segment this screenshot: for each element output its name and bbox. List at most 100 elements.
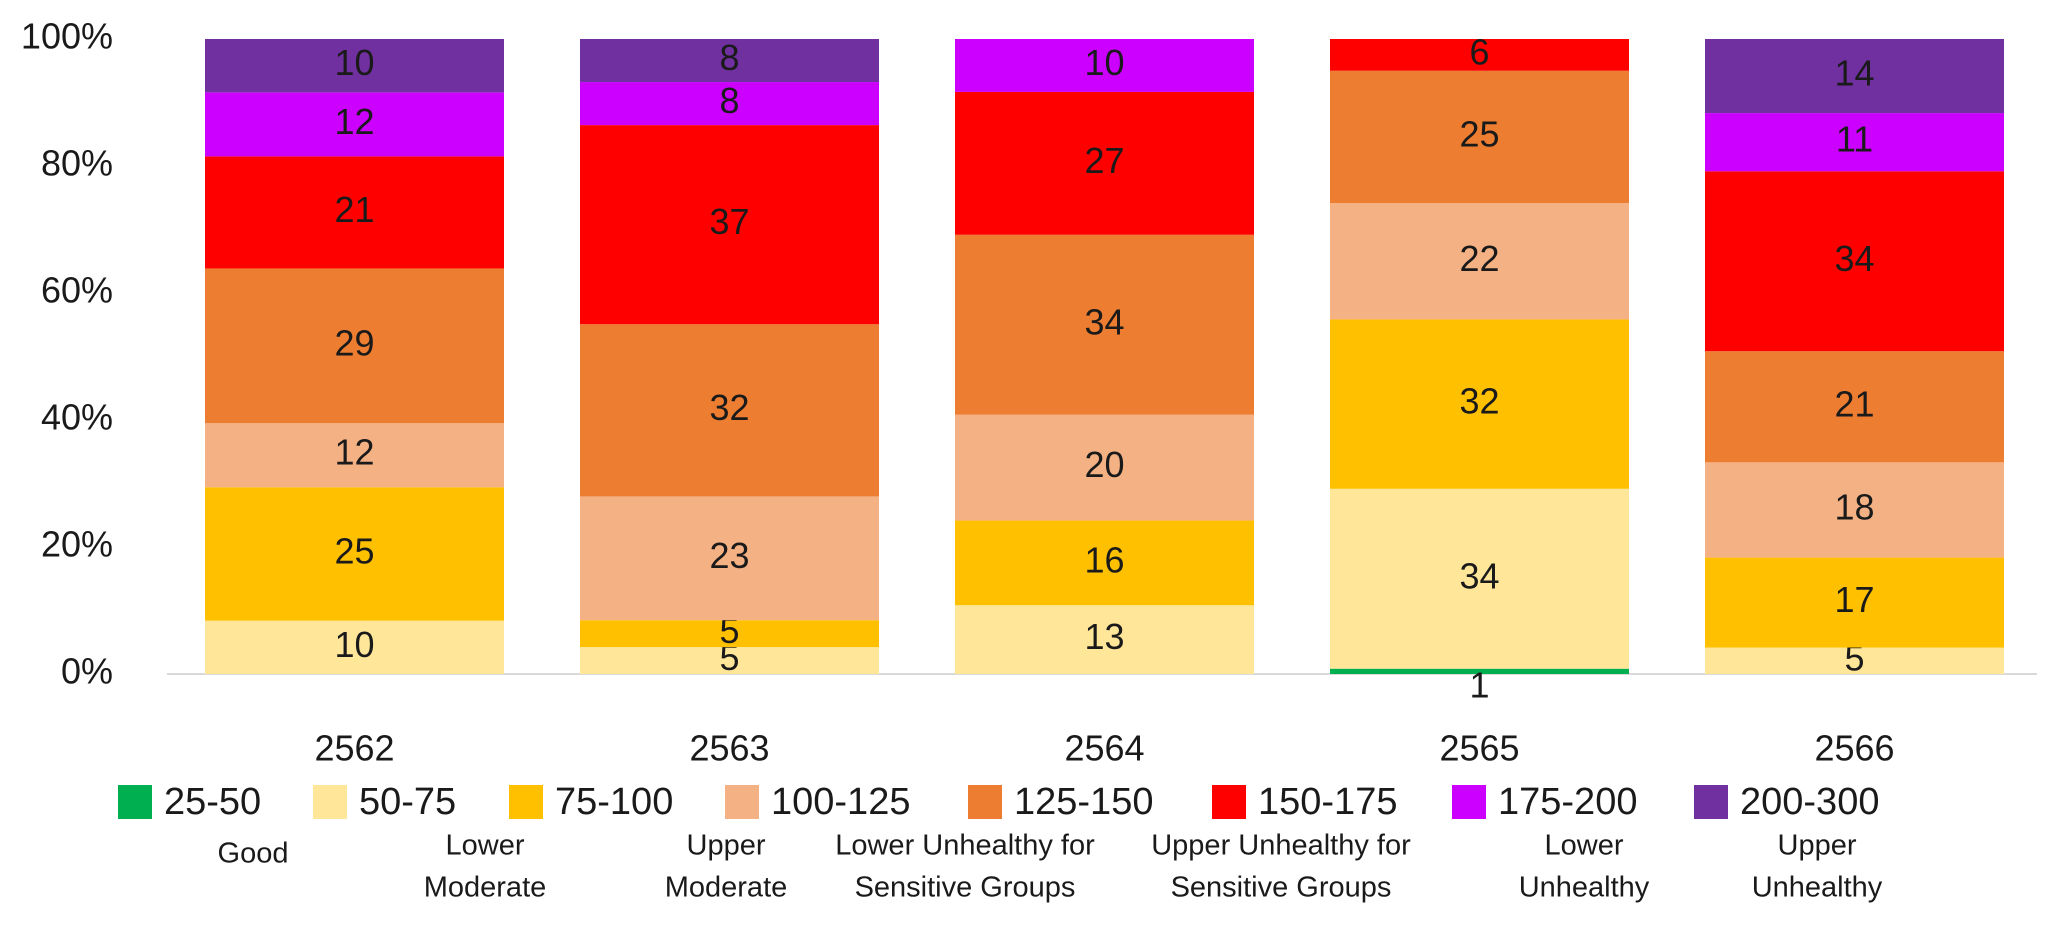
value-label: 10 <box>1084 42 1124 83</box>
x-tick-label: 2566 <box>1814 728 1894 769</box>
legend-swatch <box>1452 785 1486 819</box>
legend-swatch <box>725 785 759 819</box>
bar-segment <box>205 156 504 269</box>
value-label: 11 <box>1836 119 1873 160</box>
bar-segment <box>1330 319 1629 489</box>
legend-note: Lower <box>1545 830 1624 862</box>
value-label: 10 <box>334 42 374 83</box>
value-label: 8 <box>719 80 739 121</box>
bar-segment <box>205 423 504 488</box>
bar-segment <box>1705 462 2004 558</box>
bar-segment <box>955 605 1254 674</box>
value-label: 21 <box>1834 383 1874 424</box>
value-label: 34 <box>1834 238 1874 279</box>
legend-swatch <box>313 785 347 819</box>
value-label: 32 <box>1459 381 1499 422</box>
bar-segment <box>580 82 879 126</box>
value-label: 21 <box>334 189 374 230</box>
value-label: 20 <box>1084 444 1124 485</box>
bar-segment <box>205 39 504 93</box>
bar-segment <box>1330 488 1629 669</box>
legend-note: Upper <box>1778 830 1857 862</box>
legend-label: 175-200 <box>1498 781 1637 823</box>
legend-note: Upper <box>687 830 766 862</box>
value-label: 10 <box>334 624 374 665</box>
legend-label: 200-300 <box>1740 781 1879 823</box>
legend-swatch <box>1694 785 1728 819</box>
bar-segment <box>205 92 504 157</box>
bar-segment <box>1705 171 2004 352</box>
value-label: 17 <box>1834 579 1874 620</box>
y-tick-label: 20% <box>41 524 113 565</box>
y-tick-label: 60% <box>41 270 113 311</box>
legend-note: Upper Unhealthy for <box>1151 830 1411 862</box>
legend-swatch <box>509 785 543 819</box>
bar-segment <box>1330 39 1629 71</box>
bar-segment <box>580 620 879 648</box>
value-label: 34 <box>1084 301 1124 342</box>
bar-segment <box>580 647 879 674</box>
legend-label: 150-175 <box>1258 781 1397 823</box>
y-tick-label: 0% <box>61 651 113 692</box>
value-label: 32 <box>709 387 749 428</box>
x-tick-label: 2565 <box>1439 728 1519 769</box>
value-label: 16 <box>1084 539 1124 580</box>
value-label: 25 <box>1459 113 1499 154</box>
bar-segment <box>955 414 1254 521</box>
bar-segment <box>1330 70 1629 204</box>
legend-note: Sensitive Groups <box>855 872 1076 904</box>
bar-segment <box>1705 351 2004 463</box>
bar-segment <box>955 520 1254 606</box>
bar-segment <box>205 487 504 621</box>
bar-segment <box>1705 557 2004 648</box>
bar-segment <box>1705 113 2004 172</box>
value-label: 13 <box>1084 616 1124 657</box>
value-label: 18 <box>1834 486 1874 527</box>
y-tick-label: 80% <box>41 143 113 184</box>
value-label: 29 <box>334 322 374 363</box>
legend-swatch <box>118 785 152 819</box>
bar-segment <box>1705 647 2004 674</box>
bar-segment <box>580 39 879 83</box>
value-label: 12 <box>334 432 374 473</box>
value-label: 12 <box>334 101 374 142</box>
x-tick-label: 2563 <box>689 728 769 769</box>
bar-segment <box>955 39 1254 92</box>
bar-segment <box>205 268 504 424</box>
legend-note: Sensitive Groups <box>1171 872 1392 904</box>
legend-note: Moderate <box>665 872 788 904</box>
bar-segment <box>1330 203 1629 320</box>
legend-note: Lower Unhealthy for <box>835 830 1095 862</box>
value-label: 8 <box>719 37 739 78</box>
legend-label: 125-150 <box>1014 781 1153 823</box>
x-tick-label: 2562 <box>314 728 394 769</box>
legend-note: Lower <box>446 830 525 862</box>
value-label: 14 <box>1834 53 1874 94</box>
bar-segment <box>1330 668 1629 674</box>
value-label: 27 <box>1084 140 1124 181</box>
bar-segment <box>205 620 504 674</box>
bar-segment <box>955 91 1254 235</box>
legend-note: Good <box>218 838 289 870</box>
value-label: 23 <box>709 535 749 576</box>
value-label: 34 <box>1459 555 1499 596</box>
y-tick-label: 40% <box>41 397 113 438</box>
legend-note: Unhealthy <box>1752 872 1883 904</box>
bar-segment <box>955 234 1254 415</box>
y-tick-label: 100% <box>21 16 113 57</box>
value-label: 1 <box>1469 665 1489 706</box>
legend-note: Moderate <box>424 872 547 904</box>
value-label: 22 <box>1459 238 1499 279</box>
bar-segment <box>580 324 879 497</box>
x-tick-label: 2564 <box>1064 728 1144 769</box>
legend-swatch <box>968 785 1002 819</box>
legend-label: 100-125 <box>771 781 910 823</box>
legend-label: 75-100 <box>555 781 673 823</box>
value-label: 5 <box>719 637 739 678</box>
value-label: 5 <box>719 610 739 651</box>
bar-segment <box>580 496 879 621</box>
bar-segment <box>580 125 879 325</box>
legend-swatch <box>1212 785 1246 819</box>
value-label: 25 <box>334 530 374 571</box>
